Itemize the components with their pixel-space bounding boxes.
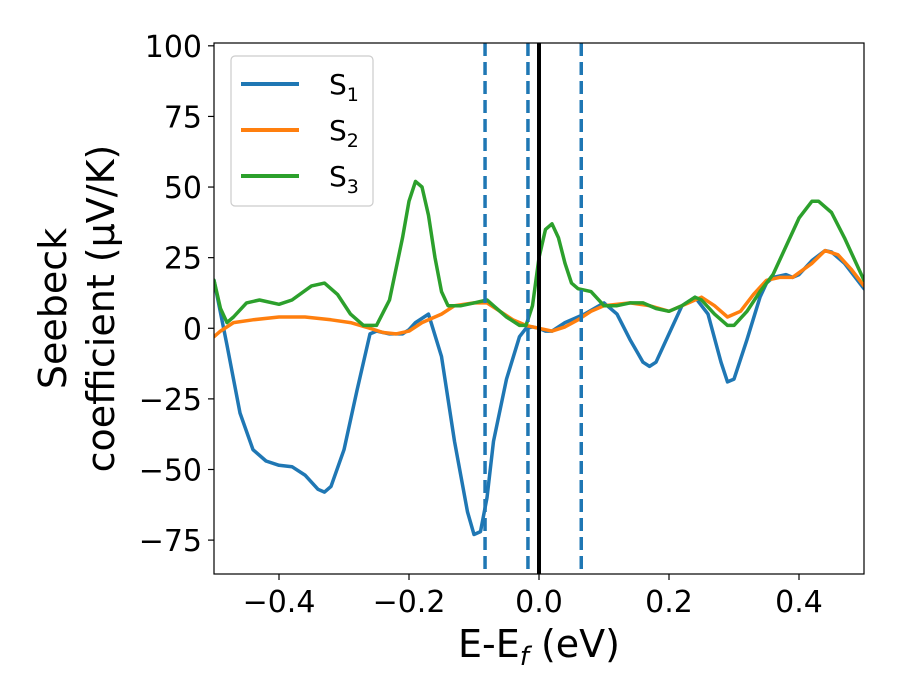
y-tick-label: 75: [164, 100, 202, 135]
plot-content: [214, 43, 864, 574]
y-tick-label: 0: [183, 312, 202, 347]
legend-label-s3: S3: [329, 160, 359, 198]
y-axis: −75 −50 −25 0 25 50 75 100: [139, 30, 214, 559]
y-tick-label: −25: [139, 383, 202, 418]
x-axis: −0.4 −0.2 0.0 0.2 0.4: [243, 574, 823, 620]
x-tick-label: 0.4: [775, 585, 823, 620]
legend: S1 S2 S3: [230, 55, 374, 207]
x-axis-label-main: E-E: [458, 622, 520, 666]
legend-label-s1: S1: [329, 68, 359, 106]
y-tick-label: 25: [164, 242, 202, 277]
y-tick-label: −50: [139, 453, 202, 488]
x-tick-label: 0.2: [645, 585, 693, 620]
x-axis-label: E-Ef (eV): [458, 622, 620, 672]
y-axis-label-line2: coefficient (μV/K): [79, 145, 123, 473]
legend-label-s2: S2: [329, 114, 359, 152]
x-tick-label: −0.2: [373, 585, 446, 620]
y-tick-label: 50: [164, 171, 202, 206]
y-axis-label-line1: Seebeck: [31, 228, 75, 389]
y-tick-label: −75: [139, 524, 202, 559]
x-tick-label: 0.0: [515, 585, 563, 620]
series-line-s3: [214, 179, 864, 328]
x-tick-label: −0.4: [243, 585, 316, 620]
x-axis-label-unit: (eV): [529, 622, 620, 666]
y-tick-label: 100: [145, 30, 202, 65]
legend-box: [230, 55, 374, 207]
